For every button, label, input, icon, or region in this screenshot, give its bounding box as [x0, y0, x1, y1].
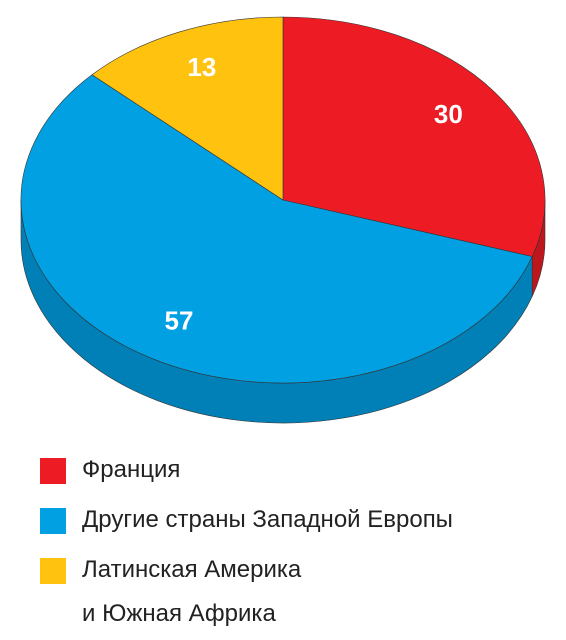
- legend-item: Другие страны Западной Европы: [40, 506, 453, 542]
- data-label: 13: [187, 52, 216, 82]
- legend-item: Латинская Америка и Южная Африка: [40, 556, 453, 636]
- legend-label: Латинская Америка и Южная Африка: [82, 556, 302, 627]
- legend-label: Франция: [82, 456, 181, 483]
- slice: [20, 74, 533, 384]
- data-label: 30: [434, 99, 463, 129]
- slice: [91, 16, 284, 201]
- legend-label: Другие страны Западной Европы: [82, 506, 453, 533]
- data-label: 57: [165, 306, 194, 336]
- legend-swatch: [40, 458, 66, 484]
- chart: 30 57 13: [20, 16, 546, 424]
- slice: [282, 16, 546, 257]
- legend-swatch: [40, 508, 66, 534]
- legend: Франция Другие страны Западной Европы Лати…: [40, 456, 453, 640]
- legend-swatch: [40, 558, 66, 584]
- legend-item: Франция: [40, 456, 453, 492]
